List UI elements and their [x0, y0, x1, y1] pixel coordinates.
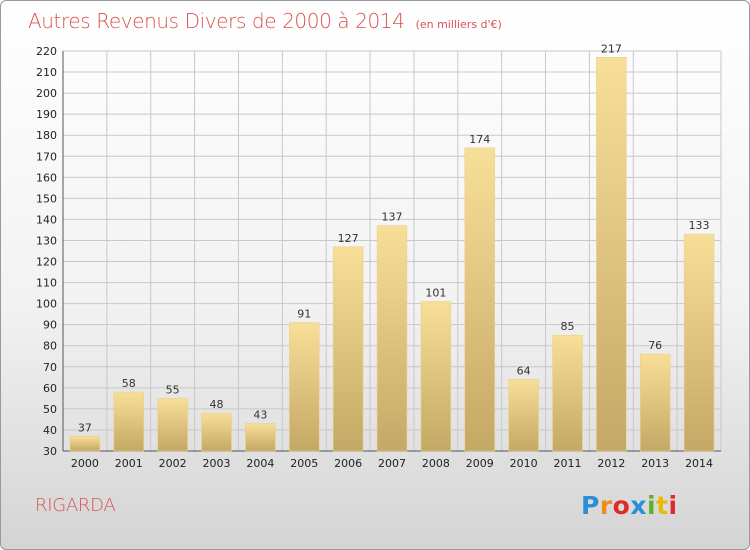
data-label: 174: [469, 133, 490, 146]
bar: [113, 391, 145, 452]
bar: [245, 423, 276, 452]
y-tick-label: 130: [36, 234, 57, 247]
x-tick-label: 2002: [159, 457, 187, 470]
logo-letter: P: [581, 491, 600, 520]
data-label: 91: [297, 308, 311, 321]
x-tick-label: 2000: [71, 457, 99, 470]
data-label: 133: [689, 219, 710, 232]
bar: [639, 353, 671, 452]
y-tick-label: 60: [43, 382, 57, 395]
y-tick-label: 90: [43, 319, 57, 332]
bar: [201, 412, 232, 452]
x-tick-label: 2010: [510, 457, 538, 470]
y-tick-label: 80: [43, 340, 57, 353]
x-tick-label: 2001: [115, 457, 143, 470]
bar: [508, 379, 539, 452]
bar: [289, 322, 320, 452]
data-label: 76: [648, 339, 662, 352]
y-tick-label: 200: [36, 87, 57, 100]
y-tick-label: 180: [36, 129, 57, 142]
logo-letter: t: [656, 491, 669, 520]
data-label: 37: [78, 421, 92, 434]
bar: [376, 225, 408, 452]
y-tick-label: 140: [36, 213, 57, 226]
data-label: 58: [122, 377, 136, 390]
x-tick-label: 2011: [553, 457, 581, 470]
x-tick-label: 2014: [685, 457, 713, 470]
y-tick-label: 160: [36, 171, 57, 184]
x-tick-label: 2012: [597, 457, 625, 470]
logo-letter: r: [599, 491, 613, 520]
bar: [683, 233, 715, 452]
x-tick-label: 2009: [466, 457, 494, 470]
logo-letter: i: [668, 491, 678, 520]
y-tick-label: 150: [36, 192, 57, 205]
data-label: 43: [253, 409, 267, 422]
bar: [157, 398, 188, 452]
chart-title-block: Autres Revenus Divers de 2000 à 2014 (en…: [28, 9, 502, 33]
data-label: 137: [382, 211, 403, 224]
data-label: 55: [166, 383, 180, 396]
data-label: 64: [517, 364, 531, 377]
x-tick-label: 2007: [378, 457, 406, 470]
bar: [420, 301, 452, 452]
bar: [69, 435, 101, 452]
data-label: 48: [210, 398, 224, 411]
bar: [332, 246, 364, 452]
proxiti-logo: Proxiti: [581, 491, 678, 520]
y-tick-label: 190: [36, 108, 57, 121]
logo-letter: x: [630, 491, 647, 520]
data-label: 101: [425, 287, 446, 300]
x-tick-label: 2013: [641, 457, 669, 470]
data-label: 127: [338, 232, 359, 245]
logo-letter: o: [612, 491, 631, 520]
chart-subtitle: (en milliers d'€): [415, 18, 502, 31]
bar: [596, 57, 627, 452]
y-tick-label: 30: [43, 445, 57, 458]
x-tick-label: 2003: [203, 457, 231, 470]
data-label: 85: [560, 320, 574, 333]
y-tick-label: 70: [43, 361, 57, 374]
y-tick-label: 120: [36, 256, 57, 269]
y-tick-label: 170: [36, 150, 57, 163]
y-tick-label: 50: [43, 403, 57, 416]
y-tick-label: 220: [36, 45, 57, 58]
bar: [552, 334, 583, 452]
chart-title: Autres Revenus Divers de 2000 à 2014: [28, 9, 405, 33]
x-tick-label: 2008: [422, 457, 450, 470]
place-name: RIGARDA: [35, 495, 116, 516]
x-tick-label: 2006: [334, 457, 362, 470]
x-tick-label: 2004: [246, 457, 274, 470]
y-tick-label: 40: [43, 424, 57, 437]
y-tick-label: 110: [36, 277, 57, 290]
logo-letter: i: [647, 491, 657, 520]
bar: [464, 147, 495, 452]
data-label: 217: [601, 42, 622, 55]
y-tick-label: 210: [36, 66, 57, 79]
y-tick-label: 100: [36, 298, 57, 311]
x-tick-label: 2005: [290, 457, 318, 470]
